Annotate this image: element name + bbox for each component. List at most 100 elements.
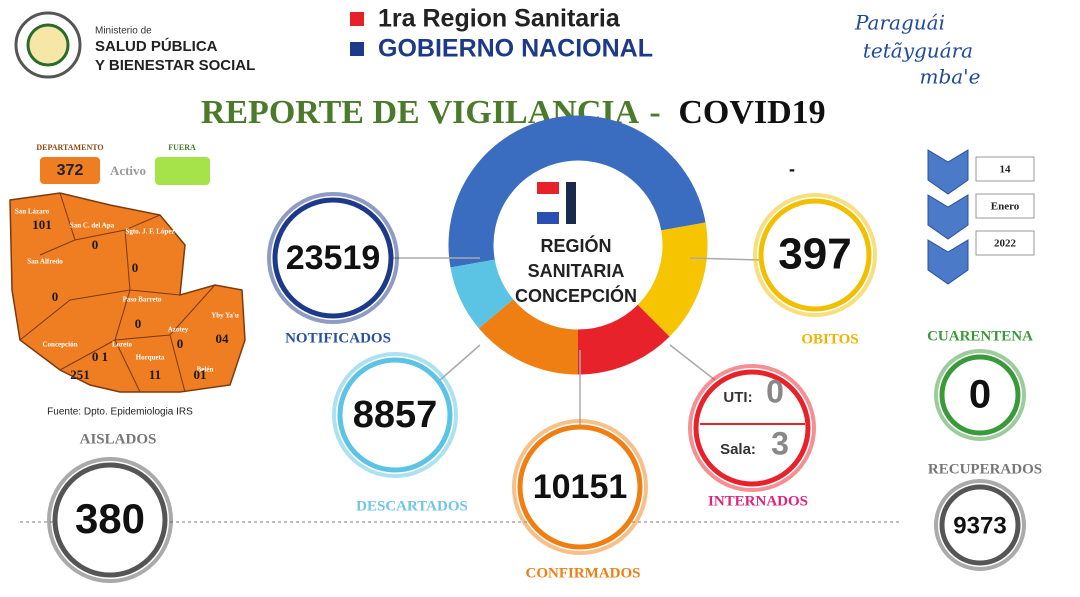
ministry-seal-inner [26,23,70,67]
stat-label: CUARENTENA [927,328,1033,344]
donut-segment [478,298,579,375]
stat-ring [934,479,1026,571]
district-count: 101 [32,217,52,232]
stat-value: 380 [75,495,145,542]
logo-red [537,182,559,194]
district-name: Azotey [168,326,189,334]
district-name: San Lázaro [15,208,50,216]
donut-segment [448,115,706,268]
department-box [40,157,100,184]
district-count: 0 [135,316,142,331]
stat-value: 0 [969,373,991,417]
district-count: 01 [194,367,207,382]
chevron [927,194,969,240]
donut-segment [577,304,670,375]
red-square [350,12,364,26]
date-text: 2022 [994,238,1017,250]
stat-circle [939,484,1021,566]
stat-circle [693,369,811,487]
district-name: Yby Ya'u [211,312,239,320]
outside-box [155,157,210,185]
district-count: 11 [149,367,161,382]
internados-label: Sala: [720,441,756,458]
stat-value: 8857 [353,394,438,436]
internados-label: UTI: [723,389,752,406]
center-text: SANITARIA [528,261,625,281]
district-name: Loreto [112,341,133,349]
blue-square [350,42,364,56]
stat-ring [934,349,1026,441]
stat-label: CONFIRMADOS [526,565,641,581]
district-name: Concepción [43,341,78,349]
district-count: 0 [177,336,184,351]
district-count: 0 [92,237,99,252]
stat-ring [267,192,399,324]
chevron [927,239,969,285]
stat-ring [512,419,648,555]
district-name: Sgto. J. F. López [125,228,174,236]
district-count: 251 [70,367,90,382]
connector [689,257,761,261]
legend-text: Activo [110,163,146,178]
stat-value: 23519 [286,239,381,277]
stat-ring [332,352,458,478]
date-box [975,156,1035,182]
donut-segment [450,258,514,329]
legend-label: DEPARTAMENTO [36,143,103,152]
district-count: 0 [132,260,139,275]
government-name: GOBIERNO NACIONAL [378,35,653,63]
stat-label: OBITOS [801,331,858,347]
logo-bar [566,182,576,224]
stat-value: 9373 [953,512,1006,539]
region-name: 1ra Region Sanitaria [378,5,621,33]
stat-circle [939,354,1021,436]
district-count: 04 [216,331,230,346]
district-name: San Alfredo [27,258,63,266]
stat-ring [47,457,173,583]
legend-label: FUERA [168,143,196,152]
internados-value: 0 [766,373,784,409]
stat-label: DESCARTADOS [356,498,468,514]
ministry-small: Ministerio de [95,26,152,37]
legend-value: 372 [57,162,84,179]
donut-segment [637,222,708,337]
stat-value: 10151 [533,468,628,506]
stat-ring [688,364,816,492]
district-name: Paso Barreto [123,296,162,304]
stat-label: AISLADOS [80,431,157,447]
date-text: Enero [991,201,1020,213]
district-borders [19,192,216,393]
date-ribbon [927,149,969,285]
source-note: Fuente: Dpto. Epidemiologia IRS [47,407,193,418]
stat-circle [272,197,394,319]
stat-circle [517,424,643,550]
stat-value: 397 [778,230,851,279]
stat-circle [337,357,453,473]
title-topic: COVID19 [678,94,825,131]
slogan: mba'e [919,65,980,89]
stat-circle [758,198,872,312]
district-name: Belén [197,366,214,374]
slogan: tetãyguára [863,39,973,63]
district-name: Horqueta [136,354,165,362]
internados-value: 3 [771,425,789,461]
stat-ring [753,193,877,317]
connector [439,344,481,381]
district-count: 0 1 [92,349,108,364]
ministry-line: SALUD PÚBLICA [95,37,218,55]
date-text: 14 [1000,164,1012,176]
date-box [975,230,1035,256]
center-text: CONCEPCIÓN [515,285,637,306]
date-box [975,193,1035,219]
stat-circle [52,462,168,578]
connector [669,344,716,381]
center-dash: - [789,159,795,179]
center-text: REGIÓN [540,235,611,256]
logo-blue [537,212,559,224]
title-separator: - [649,94,660,131]
stat-label: RECUPERADOS [928,461,1042,477]
slogan: Paraguái [854,11,945,35]
stat-label: INTERNADOS [708,493,808,509]
ministry-line: Y BIENESTAR SOCIAL [95,57,255,74]
